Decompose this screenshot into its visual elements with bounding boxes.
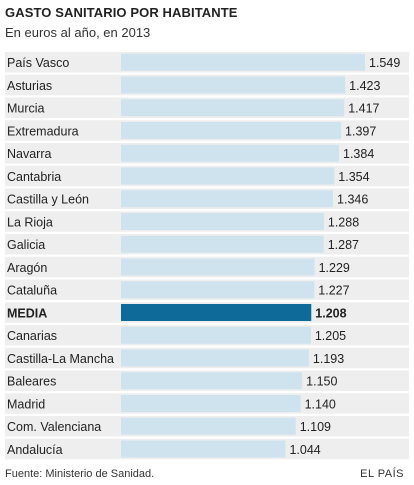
bar-9: [121, 235, 324, 253]
bar-11: [121, 281, 315, 299]
value-label: 1.417: [348, 102, 379, 116]
value-label: 1.205: [315, 329, 346, 343]
value-label: 1.227: [318, 284, 349, 298]
value-label: 1.397: [345, 124, 376, 138]
category-label: Cantabria: [7, 170, 61, 184]
bar-8: [121, 213, 324, 230]
bar-13: [121, 326, 311, 344]
value-label: 1.287: [328, 238, 359, 252]
source-note: Fuente: Ministerio de Sanidad.: [5, 468, 155, 480]
category-label: La Rioja: [7, 215, 53, 229]
category-label: Asturias: [7, 79, 52, 93]
value-label: 1.208: [315, 306, 346, 320]
value-label: 1.229: [319, 261, 350, 275]
category-label: Murcia: [7, 102, 45, 116]
category-label: Canarias: [7, 329, 57, 343]
value-label: 1.193: [313, 352, 344, 366]
bar-17: [121, 417, 296, 435]
bar-5: [121, 144, 340, 162]
bar-2: [121, 76, 346, 94]
bar-4: [121, 122, 342, 139]
category-label: Castilla y León: [7, 193, 89, 207]
bar-12: [121, 304, 312, 321]
category-label: Extremadura: [7, 124, 79, 138]
bar-3: [121, 99, 345, 117]
chart-title: GASTO SANITARIO POR HABITANTE: [5, 5, 238, 20]
category-label: Com. Valenciana: [7, 420, 101, 434]
bar-7: [121, 190, 334, 208]
bar-chart: País Vasco 1.549 Asturias 1.423 Murcia 1.417 E…: [5, 52, 409, 460]
category-label: Madrid: [7, 397, 45, 411]
category-label: Navarra: [7, 147, 52, 161]
bar-16: [121, 395, 301, 412]
value-label: 1.384: [343, 147, 374, 161]
bar-10: [121, 258, 315, 276]
bar-18: [121, 440, 286, 458]
category-label: Andalucía: [7, 443, 63, 457]
value-label: 1.140: [305, 397, 336, 411]
value-label: 1.288: [328, 215, 359, 229]
category-label: Galicia: [7, 238, 45, 252]
category-label: MEDIA: [7, 306, 47, 320]
category-label: Aragón: [7, 261, 47, 275]
value-label: 1.354: [338, 170, 369, 184]
bar-1: [121, 53, 365, 71]
category-label: País Vasco: [7, 56, 69, 70]
brand-logo: EL PAÍS: [360, 468, 404, 480]
value-label: 1.109: [300, 420, 331, 434]
bar-6: [121, 167, 335, 185]
bar-14: [121, 349, 309, 367]
chart-subtitle: En euros al año, en 2013: [5, 25, 151, 40]
value-label: 1.044: [289, 443, 320, 457]
category-label: Cataluña: [7, 284, 57, 298]
value-label: 1.423: [349, 79, 380, 93]
category-label: Baleares: [7, 375, 56, 389]
value-label: 1.346: [337, 193, 368, 207]
bar-15: [121, 372, 303, 390]
value-label: 1.549: [369, 56, 400, 70]
category-label: Castilla-La Mancha: [7, 352, 114, 366]
value-label: 1.150: [306, 375, 337, 389]
